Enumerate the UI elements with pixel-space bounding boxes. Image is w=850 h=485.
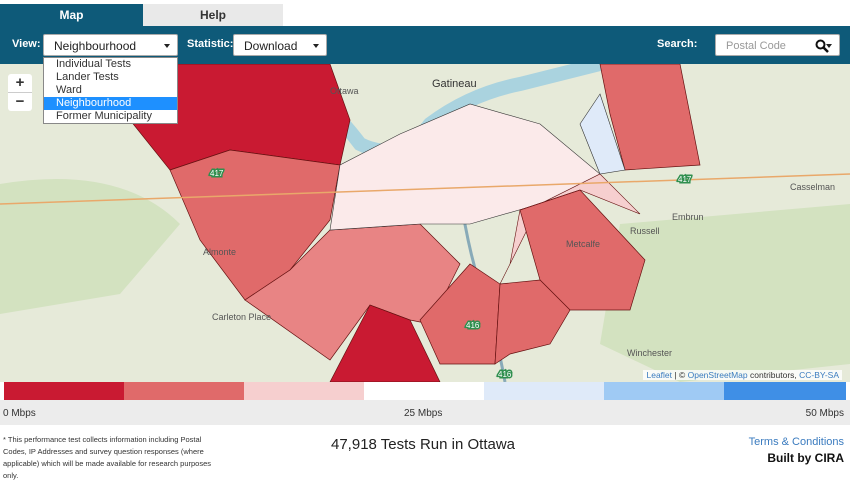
- place-label: Ottawa: [330, 86, 359, 96]
- road-label: 416: [466, 321, 480, 330]
- legend-swatch: [364, 382, 484, 400]
- search-label: Search:: [657, 38, 698, 50]
- credit: Built by CIRA: [767, 451, 844, 465]
- legend-label: 25 Mbps: [404, 408, 443, 419]
- license-link[interactable]: CC-BY-SA: [799, 370, 839, 380]
- attribution-sep: | ©: [674, 370, 686, 380]
- view-option[interactable]: Former Municipality: [56, 110, 152, 122]
- map-tab[interactable]: Map: [0, 4, 143, 26]
- place-label: Russell: [630, 226, 660, 236]
- place-label: Carleton Place: [212, 312, 271, 322]
- place-label: Winchester: [627, 348, 672, 358]
- place-label: Embrun: [672, 212, 704, 222]
- map[interactable]: Gatineau Ottawa Casselman Embrun Russell Metc…: [0, 64, 850, 382]
- summary: 47,918 Tests Run in Ottawa: [331, 436, 515, 453]
- road-label: 417: [678, 175, 692, 184]
- view-option[interactable]: Ward: [56, 84, 82, 96]
- legend-swatch: [484, 382, 604, 400]
- statistic-select[interactable]: Download: [233, 34, 327, 56]
- place-label: Gatineau: [432, 78, 477, 90]
- place-label: Casselman: [790, 182, 835, 192]
- search-icon[interactable]: [815, 39, 829, 53]
- legend-label: 0 Mbps: [3, 408, 36, 419]
- attribution: Leaflet | © OpenStreetMap contributors, …: [643, 370, 842, 380]
- legend-swatch: [124, 382, 244, 400]
- zoom-in[interactable]: +: [8, 74, 32, 93]
- attribution-text: contributors,: [750, 370, 797, 380]
- road-label: 416: [498, 370, 512, 379]
- statistic-label: Statistic:: [187, 38, 234, 50]
- leaflet-link[interactable]: Leaflet: [646, 370, 673, 380]
- help-tab[interactable]: Help: [143, 4, 283, 26]
- view-label: View:: [12, 38, 41, 50]
- legend-swatch: [4, 382, 124, 400]
- view-option[interactable]: Neighbourhood: [44, 97, 177, 110]
- terms-link[interactable]: Terms & Conditions: [748, 436, 844, 448]
- search-input[interactable]: Postal Code: [715, 34, 840, 56]
- zoom-out[interactable]: −: [8, 93, 32, 111]
- road-label: 417: [210, 169, 224, 178]
- disclaimer: * This performance test collects informa…: [3, 435, 212, 480]
- view-option[interactable]: Lander Tests: [56, 71, 119, 83]
- legend-label: 50 Mbps: [805, 408, 844, 419]
- legend-swatch: [724, 382, 846, 400]
- legend-swatch: [604, 382, 724, 400]
- place-label: Almonte: [203, 247, 236, 257]
- view-select[interactable]: Neighbourhood: [43, 34, 178, 56]
- view-option[interactable]: Individual Tests: [56, 58, 132, 70]
- osm-link[interactable]: OpenStreetMap: [687, 370, 748, 380]
- legend-swatch: [244, 382, 364, 400]
- view-dropdown: Individual Tests Lander Tests Ward Neighbou…: [43, 57, 178, 124]
- place-label: Metcalfe: [566, 239, 600, 249]
- legend-label-bar: [0, 400, 850, 425]
